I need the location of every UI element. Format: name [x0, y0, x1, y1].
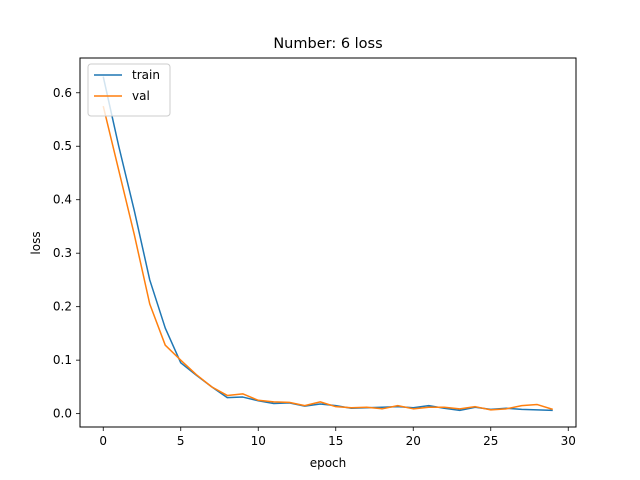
chart-title: Number: 6 loss — [273, 36, 382, 52]
x-tick-label: 30 — [561, 434, 576, 448]
y-axis-label: loss — [29, 231, 43, 254]
x-tick-label: 15 — [328, 434, 343, 448]
x-tick-label: 20 — [406, 434, 421, 448]
y-tick-label: 0.2 — [53, 300, 72, 314]
series-line-val — [102, 105, 553, 411]
y-tick-label: 0.5 — [53, 139, 72, 153]
x-tick-label: 0 — [99, 434, 107, 448]
y-tick-label: 0.6 — [53, 86, 72, 100]
legend-label-val: val — [132, 89, 150, 103]
legend-label-train: train — [132, 68, 160, 82]
x-tick-label: 5 — [177, 434, 185, 448]
plot-frame — [79, 57, 577, 428]
y-tick-label: 0.4 — [53, 193, 72, 207]
y-tick-label: 0.3 — [53, 246, 72, 260]
x-tick-label: 25 — [483, 434, 498, 448]
legend: train val — [87, 63, 171, 117]
x-axis-label: epoch — [310, 456, 347, 470]
legend-box — [87, 63, 171, 117]
x-tick-label: 10 — [251, 434, 266, 448]
y-tick-label: 0.0 — [53, 407, 72, 421]
y-tick-label: 0.1 — [53, 353, 72, 367]
